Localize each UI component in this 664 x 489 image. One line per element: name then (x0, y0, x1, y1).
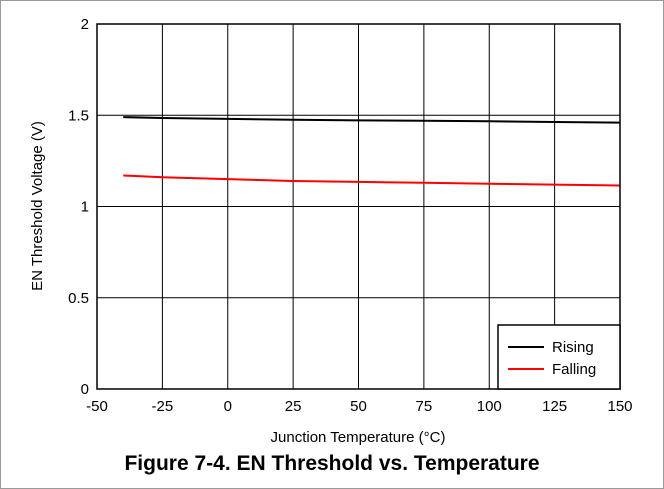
y-tick-label: 1.5 (68, 107, 89, 124)
series-group (123, 116, 621, 187)
legend-box (497, 324, 621, 390)
y-tick-label: 2 (81, 16, 89, 33)
legend-label-rising: Rising (552, 339, 594, 356)
figure-caption: Figure 7-4. EN Threshold vs. Temperature (124, 452, 540, 475)
x-tick-label: 150 (607, 398, 632, 415)
x-tick-labels: -50 -25 0 25 50 75 100 125 150 (86, 398, 632, 415)
series-line-rising (123, 116, 621, 124)
x-tick-label: 50 (350, 398, 367, 415)
y-tick-label: 1 (81, 199, 89, 216)
legend: Rising Falling (497, 324, 621, 390)
legend-label-falling: Falling (552, 361, 596, 378)
plot-border (96, 23, 621, 390)
x-tick-label: 75 (416, 398, 433, 415)
y-axis-title: EN Threshold Voltage (V) (29, 121, 46, 291)
x-tick-label: 0 (224, 398, 232, 415)
x-tick-label: 100 (477, 398, 502, 415)
x-axis-title: Junction Temperature (°C) (271, 429, 446, 446)
y-tick-label: 0.5 (68, 290, 89, 307)
grid (97, 24, 620, 389)
y-tick-labels: 0 0.5 1 1.5 2 (68, 16, 89, 398)
y-tick-label: 0 (81, 381, 89, 398)
x-tick-label: 25 (285, 398, 302, 415)
x-tick-label: -25 (152, 398, 174, 415)
x-tick-label: -50 (86, 398, 108, 415)
x-tick-label: 125 (542, 398, 567, 415)
series-line-falling (123, 174, 621, 187)
